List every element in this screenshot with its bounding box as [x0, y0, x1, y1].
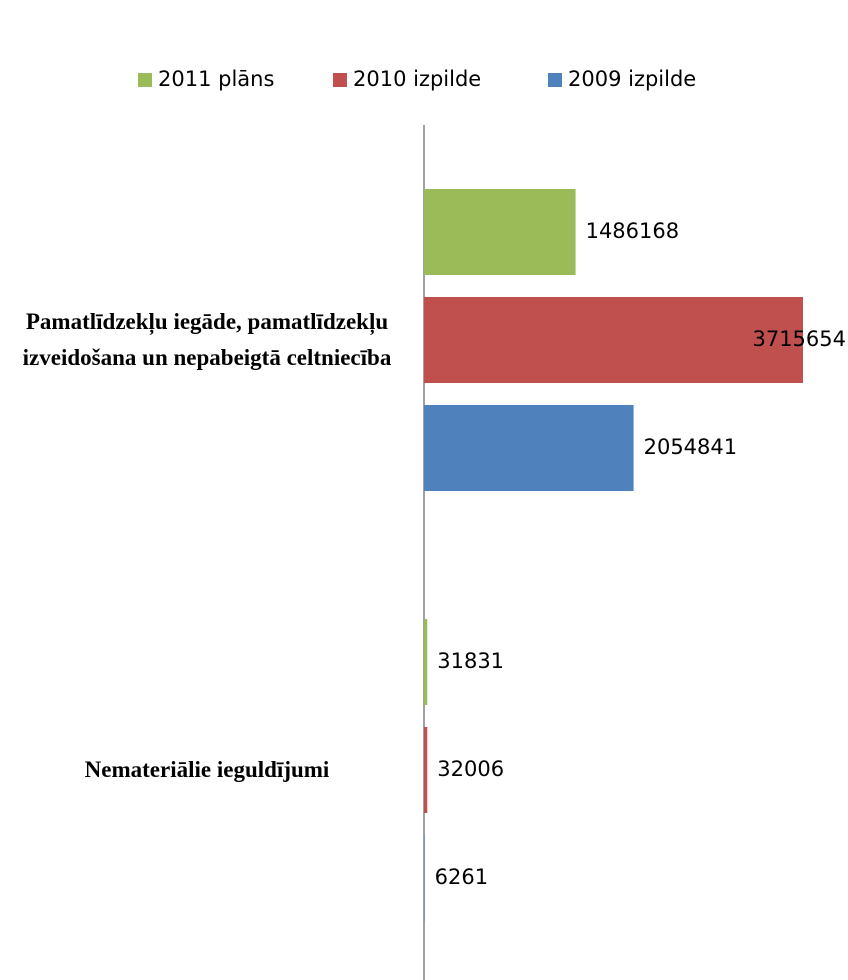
- value-label: 6261: [435, 865, 488, 889]
- bar: [424, 835, 425, 921]
- value-label: 2054841: [644, 435, 738, 459]
- value-label: 31831: [437, 649, 504, 673]
- legend-label: 2010 izpilde: [353, 67, 481, 91]
- category-label: Nemateriālie ieguldījumi: [84, 757, 330, 782]
- bar: [424, 189, 576, 275]
- legend-label: 2009 izpilde: [568, 67, 696, 91]
- value-label: 1486168: [586, 219, 680, 243]
- value-label: 3715654: [752, 327, 846, 351]
- legend-label: 2011 plāns: [158, 67, 274, 91]
- legend-swatch: [548, 73, 562, 87]
- legend-swatch: [138, 73, 152, 87]
- bar: [424, 405, 634, 491]
- legend-swatch: [333, 73, 347, 87]
- value-label: 32006: [437, 757, 504, 781]
- bar: [424, 297, 803, 383]
- bar: [424, 619, 428, 705]
- category-label: Pamatlīdzekļu iegāde, pamatlīdzekļu izve…: [22, 309, 392, 370]
- bar: [424, 727, 428, 813]
